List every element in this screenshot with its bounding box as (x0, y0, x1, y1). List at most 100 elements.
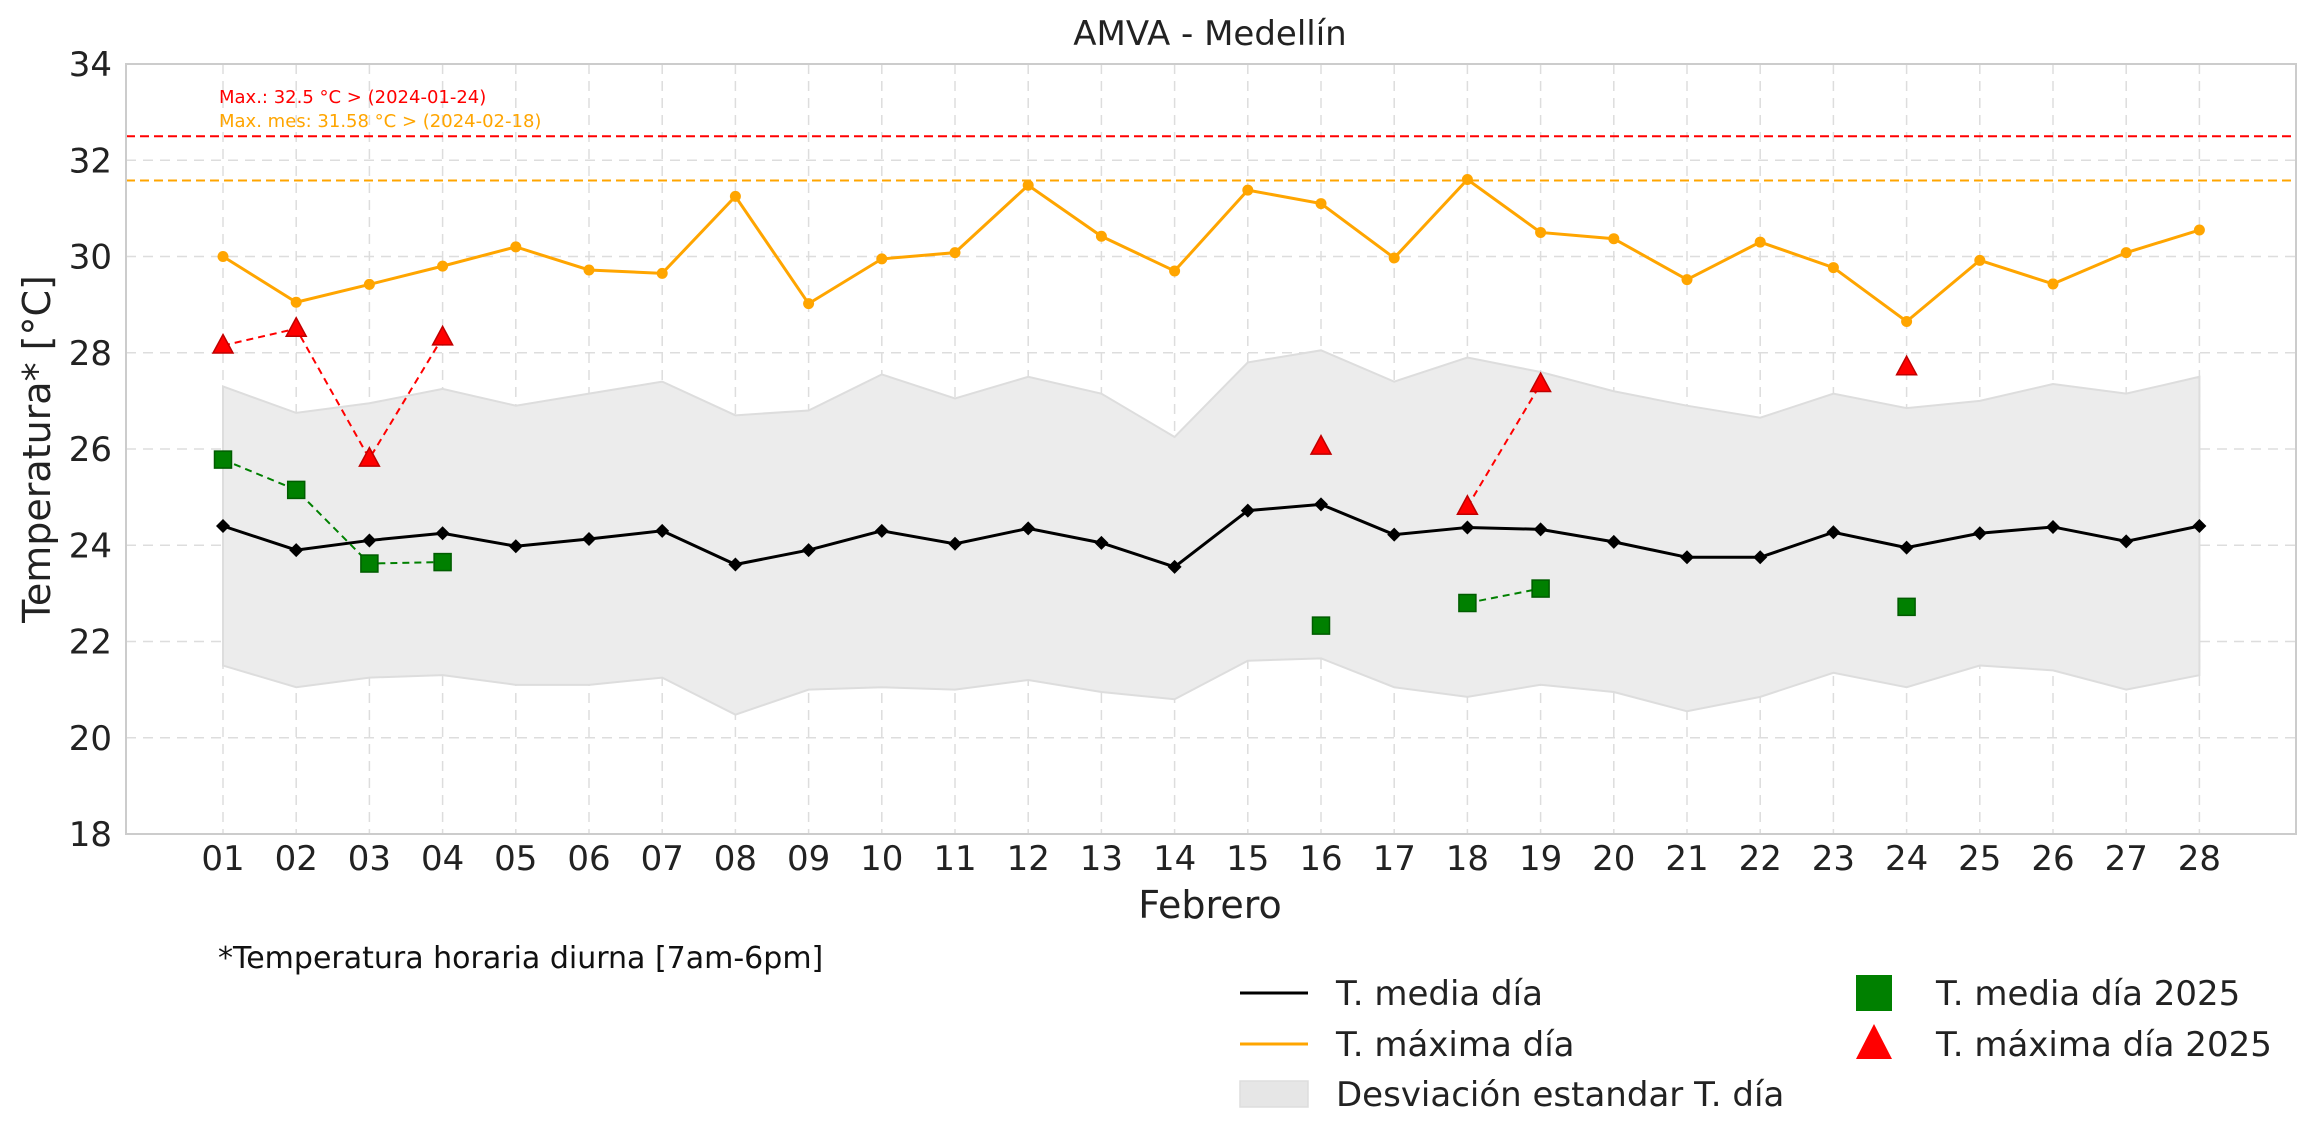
t-media-día-2025-line (1467, 587, 1541, 604)
x-axis-label: Febrero (1138, 883, 1281, 927)
t-media-día-point (1533, 522, 1548, 537)
x-tick-label: 02 (275, 839, 318, 879)
t-media-día-point (655, 523, 670, 538)
chart-title: AMVA - Medellín (1073, 14, 1346, 54)
x-tick-label: 05 (494, 839, 537, 879)
t-máxima-día-point (1681, 274, 1693, 286)
x-tick-label: 23 (1812, 839, 1855, 879)
y-axis-ticks: 18 20 22 24 26 28 30 32 34 (69, 45, 112, 855)
t-máxima-día-2025-point (284, 316, 308, 337)
t-máxima-día-point (876, 253, 888, 265)
t-media-día-point (508, 539, 523, 554)
x-tick-label: 25 (1958, 839, 2001, 879)
t-media-día-point (362, 533, 377, 548)
t-media-día-point (1240, 503, 1255, 518)
std-dev-area (222, 349, 2201, 716)
x-tick-label: 17 (1373, 839, 1416, 879)
t-media-día-point (289, 543, 304, 558)
t-media-día-line (222, 502, 2200, 569)
legend-label: T. máxima día (1335, 1025, 1575, 1065)
t-máxima-día-point (290, 296, 302, 308)
t-media-día-2025-point (1531, 579, 1550, 598)
x-tick-label: 16 (1299, 839, 1342, 879)
t-media-día-2025-point (360, 554, 379, 573)
t-media-día-point (1314, 497, 1328, 512)
std-dev-band (222, 349, 2201, 716)
t-media-día-point (948, 536, 962, 551)
y-tick-label: 22 (69, 623, 112, 663)
t-máxima-día-point (1315, 198, 1327, 210)
t-máxima-día-point (1974, 254, 1986, 266)
x-tick-label: 12 (1007, 839, 1050, 879)
t-media-día-point (1606, 534, 1621, 549)
t-máxima-día-point (1754, 236, 1766, 248)
x-tick-label: 20 (1592, 839, 1635, 879)
t-máxima-día-point (2193, 224, 2205, 236)
t-máxima-día-point (437, 260, 449, 272)
t-media-día-2025-point (433, 552, 452, 572)
x-tick-label: 01 (201, 839, 244, 879)
t-máxima-día-2025-point (431, 324, 454, 346)
t-máxima-día-2025-point (1529, 371, 1552, 393)
t-media-día-point (2046, 519, 2060, 534)
legend-item: Desviación estandar T. día (1239, 1075, 1784, 1115)
y-tick-label: 32 (69, 141, 112, 181)
t-media-día-point (1094, 535, 1109, 550)
month-max-annotation: Max. mes: 31.58 °C > (2024-02-18) (219, 111, 541, 132)
y-tick-label: 34 (69, 45, 112, 85)
t-máxima-día-point (729, 190, 741, 202)
legend-label: T. media día 2025 (1935, 974, 2240, 1014)
series-markers (211, 174, 2207, 635)
t-máxima-día-point (2047, 278, 2059, 290)
grid (126, 64, 2296, 834)
t-media-día-2025-line (222, 458, 443, 565)
t-media-día-point (2119, 534, 2134, 549)
t-máxima-día-point (1095, 230, 1107, 242)
t-media-día-point (874, 523, 889, 538)
t-media-día-point (801, 543, 816, 558)
t-media-día-point (435, 526, 450, 541)
t-máxima-día-point (510, 241, 522, 253)
t-media-día-point (1899, 540, 1914, 555)
t-máxima-día-point (217, 251, 229, 262)
t-máxima-día-point (1535, 226, 1547, 238)
x-tick-label: 28 (2178, 839, 2221, 879)
t-media-día-2025-point (1458, 593, 1477, 613)
t-media-día-point (1167, 559, 1182, 574)
y-tick-label: 30 (69, 238, 112, 278)
y-tick-label: 26 (69, 430, 112, 470)
t-máxima-día-point (1901, 315, 1913, 327)
t-máxima-día-point (1242, 184, 1254, 196)
t-máxima-día-point (363, 278, 375, 290)
legend: T. media día T. máxima día Desviación esta… (1239, 974, 2272, 1115)
legend-label: Desviación estandar T. día (1336, 1075, 1784, 1115)
x-tick-label: 03 (348, 839, 391, 879)
t-máxima-día-point (656, 267, 668, 279)
x-tick-label: 10 (860, 839, 903, 879)
t-media-día-point (1387, 527, 1402, 542)
t-máxima-día-2025-point (358, 446, 381, 467)
t-media-día-point (1021, 521, 1036, 536)
legend-item: T. media día 2025 (1856, 974, 2240, 1014)
t-media-día-point (582, 531, 596, 546)
t-media-día-2025-point (1897, 597, 1916, 617)
t-media-día-point (1826, 525, 1841, 540)
t-máxima-día-point (1827, 262, 1839, 274)
t-media-día-2025-point (1311, 616, 1331, 635)
t-máxima-día-2025-point (1309, 434, 1333, 455)
t-máxima-día-point (583, 264, 595, 276)
y-axis-label: Temperatura* [°C] (15, 275, 59, 624)
x-tick-label: 18 (1446, 839, 1489, 879)
x-tick-label: 06 (567, 839, 610, 879)
x-tick-label: 24 (1885, 839, 1928, 879)
legend-label: T. media día (1335, 974, 1543, 1014)
y-tick-label: 20 (69, 719, 112, 759)
x-tick-label: 27 (2105, 839, 2148, 879)
t-máxima-día-point (1022, 179, 1034, 191)
t-máxima-día-2025-point (211, 332, 235, 354)
legend-label: T. máxima día 2025 (1935, 1025, 2272, 1065)
y-tick-label: 24 (69, 526, 112, 566)
x-tick-label: 11 (933, 839, 976, 879)
t-media-día-point (1753, 550, 1768, 565)
